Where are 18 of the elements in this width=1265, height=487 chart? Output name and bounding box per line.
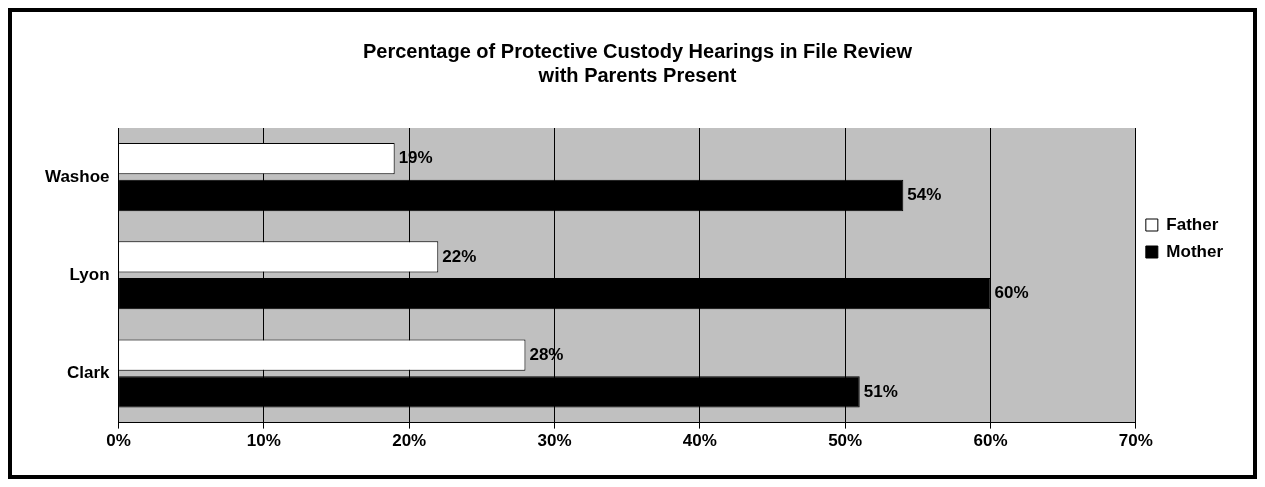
legend-label: Mother [1166, 241, 1224, 261]
x-tick-label: 40% [682, 431, 717, 451]
x-tick-label: 30% [537, 431, 572, 451]
x-tick-label: 10% [246, 431, 281, 451]
x-tick-label: 50% [828, 431, 863, 451]
data-label: 60% [994, 283, 1029, 303]
x-tick-label: 70% [1118, 431, 1153, 451]
data-label: 54% [907, 185, 942, 205]
data-label: 51% [863, 381, 898, 401]
chart-title: Percentage of Protective Custody Hearings in File Review with Parents Present [362, 39, 913, 86]
y-tick-label: Lyon [69, 264, 110, 284]
y-tick-label: Clark [67, 363, 111, 383]
data-label: 22% [442, 246, 477, 266]
x-tick-label: 0% [106, 431, 131, 451]
y-tick-label: Washoe [45, 166, 110, 186]
x-tick-label: 60% [973, 431, 1008, 451]
x-tick-label: 20% [392, 431, 427, 451]
legend-label: Father [1166, 214, 1219, 234]
